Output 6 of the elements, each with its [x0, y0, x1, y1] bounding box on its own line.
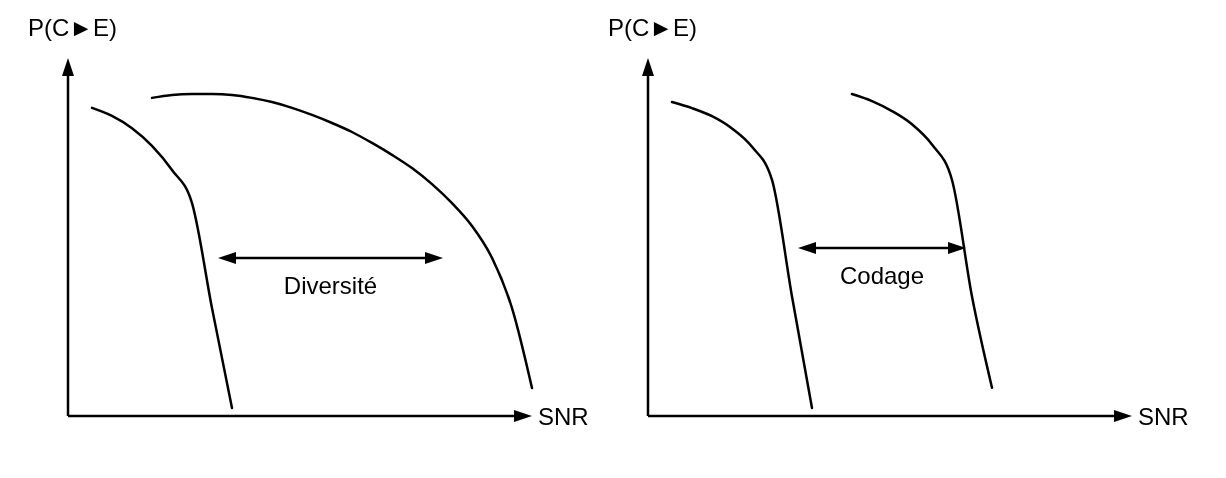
annotation: Diversité	[283, 272, 378, 299]
annotation: Codage	[839, 262, 925, 289]
y-axis-title: P(C►E)	[608, 14, 698, 41]
x-axis-title: SNR	[1138, 403, 1189, 430]
y-axis-title: P(C►E)	[28, 14, 118, 41]
x-axis-title: SNR	[538, 403, 589, 430]
